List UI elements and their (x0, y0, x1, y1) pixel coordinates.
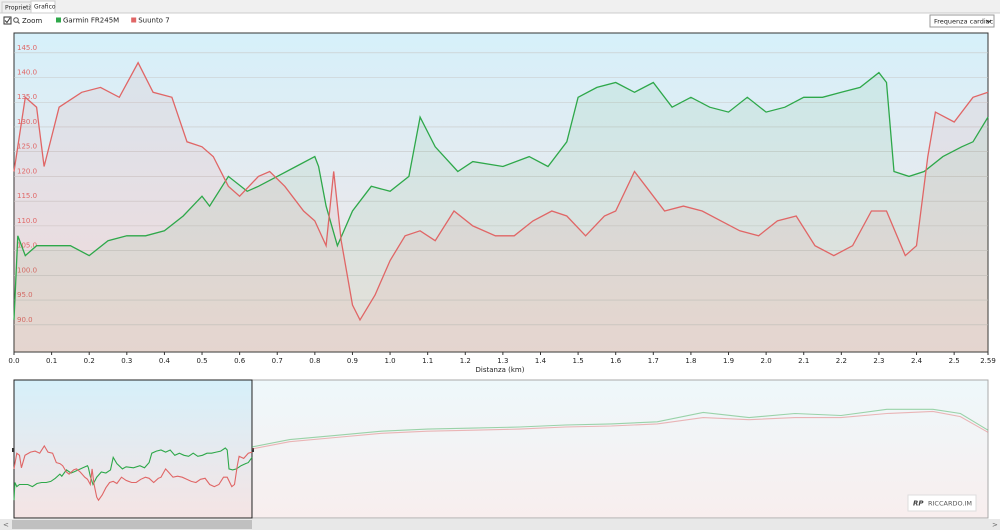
x-tick-label: 1.6 (610, 357, 622, 365)
area-fill (14, 62, 988, 352)
x-tick-label: 0.9 (347, 357, 358, 365)
scrollbar[interactable] (0, 519, 1000, 530)
y-tick-label: 125.0 (17, 143, 37, 151)
x-tick-label: 1.4 (535, 357, 547, 365)
y-tick-label: 130.0 (17, 118, 37, 126)
x-tick-label: 1.1 (422, 357, 433, 365)
y-tick-label: 135.0 (17, 93, 37, 101)
plot-area (13, 32, 989, 353)
x-tick-label: 1.7 (648, 357, 659, 365)
zoom-checkbox[interactable] (3, 16, 12, 25)
zoom-icon (13, 17, 19, 23)
x-tick-label: 2.1 (798, 357, 809, 365)
x-tick-label: 0.5 (196, 357, 207, 365)
overview-line (13, 447, 253, 501)
metric-label: Frequenza cardiac (934, 18, 994, 26)
y-tick-label: 110.0 (17, 217, 37, 225)
scroll-left[interactable]: < (3, 521, 9, 529)
y-tick-label: 100.0 (17, 266, 37, 274)
main-chart: 90.0 95.0 100.0 105.0 110.0 115.0 120.0 125.0 13… (8, 44, 995, 365)
area-fill (14, 72, 988, 352)
y-tick-label: 120.0 (17, 167, 37, 175)
y-tick-label: 145.0 (17, 44, 37, 52)
y-tick-label: 140.0 (17, 69, 37, 77)
tab-bar (0, 0, 1000, 13)
x-tick-label: 1.2 (460, 357, 471, 365)
series-line (13, 61, 989, 322)
zoom-icon (17, 21, 20, 24)
tab-label: Grafico (34, 4, 56, 11)
x-tick-label: 1.0 (384, 357, 395, 365)
y-tick-label: 90.0 (17, 316, 33, 324)
x-tick-label: 1.9 (723, 357, 734, 365)
x-tick-label: 0.1 (46, 357, 57, 365)
legend-swatch (131, 17, 137, 23)
x-tick-label: 0.3 (121, 357, 132, 365)
y-tick-label: 115.0 (17, 192, 37, 200)
legend-swatch (56, 17, 61, 23)
x-tick-label: 0.0 (8, 357, 19, 365)
legend-label: Garmin FR245M (63, 17, 119, 25)
tab-label: Proprietà (5, 5, 33, 12)
x-tick-label: 2.5 (949, 357, 960, 365)
selection-handle (12, 448, 14, 452)
x-tick-label: 0.6 (234, 357, 246, 365)
overview-line (13, 444, 253, 502)
x-tick-label: 0.8 (309, 357, 320, 365)
x-tick-label: 0.4 (159, 357, 171, 365)
y-tick-label: 105.0 (17, 242, 37, 250)
zoom-label: Zoom (22, 17, 42, 25)
watermark-text: RICCARDO.IM (928, 500, 972, 508)
scroll-right[interactable]: > (992, 521, 998, 529)
x-tick-label: 2.0 (761, 357, 772, 365)
scrollbar-thumb[interactable] (12, 520, 252, 529)
dropdown-arrow (985, 19, 992, 24)
x-tick-label: 2.2 (836, 357, 847, 365)
selection-window[interactable] (13, 379, 253, 519)
series-line (13, 71, 989, 320)
x-tick-label: 1.8 (685, 357, 696, 365)
x-tick-label: 0.2 (84, 357, 95, 365)
y-tick-label: 95.0 (17, 291, 33, 299)
x-tick-label: 1.5 (573, 357, 584, 365)
x-tick-label: 0.7 (272, 357, 283, 365)
watermark-logo: RP (913, 500, 924, 508)
x-tick-label: 2.59 (980, 357, 996, 365)
legend: Garmin FR245M Suunto 7 (56, 17, 170, 25)
legend-label: Suunto 7 (138, 17, 169, 25)
selection-handle (251, 448, 254, 452)
x-tick-label: 2.3 (873, 357, 884, 365)
overview-line (251, 408, 989, 448)
watermark (907, 494, 977, 512)
metric-dropdown[interactable] (929, 14, 995, 28)
overview-line (251, 410, 989, 450)
x-tick-label: 2.4 (911, 357, 923, 365)
overview-chart (12, 379, 989, 519)
x-axis-label: Distanza (km) (476, 366, 525, 374)
x-tick-label: 1.3 (497, 357, 508, 365)
check (4, 17, 11, 24)
